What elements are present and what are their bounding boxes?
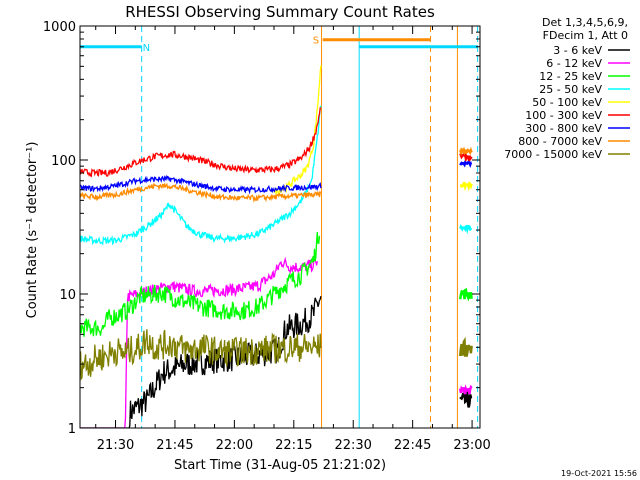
legend-label-5: 50 - 100 keV (532, 96, 602, 109)
legend-label-8: 800 - 7000 keV (518, 135, 602, 148)
series-line-9 (80, 329, 322, 381)
series-line-6-late (459, 152, 473, 164)
legend-label-9: 7000 - 15000 keV (504, 148, 602, 161)
flag-marker-S: S (313, 36, 319, 47)
legend-label-2: 6 - 12 keV (546, 57, 602, 70)
legend-label-4: 25 - 50 keV (539, 83, 602, 96)
series-line-6 (80, 107, 322, 178)
series-line-4-late (459, 224, 473, 235)
series-line-3-late (458, 287, 473, 302)
chart-title: RHESSI Observing Summary Count Rates (125, 3, 435, 21)
x-tick-label-0: 21:30 (97, 438, 134, 453)
series-line-7-late (459, 160, 473, 168)
legend-header-0: Det 1,3,4,5,6,9, (542, 16, 628, 29)
series-line-8-late (459, 146, 473, 157)
series-line-5-late (459, 181, 473, 192)
series-line-8 (80, 182, 322, 203)
plot-area: NS (80, 26, 479, 428)
x-tick-label-5: 22:45 (394, 438, 431, 453)
series-line-2 (80, 256, 318, 428)
series-line-3 (80, 232, 321, 337)
plot-frame (79, 25, 481, 429)
series-line-1-late (459, 391, 473, 408)
legend-label-7: 300 - 800 keV (525, 122, 602, 135)
legend: Det 1,3,4,5,6,9,FDecim 1, Att 0 3 - 6 keV… (504, 16, 630, 161)
x-tick-label-4: 22:30 (334, 438, 371, 453)
legend-label-6: 100 - 300 keV (525, 109, 602, 122)
y-tick-label-2: 100 (51, 154, 76, 169)
x-tick-label-3: 22:15 (275, 438, 312, 453)
legend-label-3: 12 - 25 keV (539, 70, 602, 83)
series-line-4 (80, 105, 322, 246)
x-tick-label-2: 22:00 (216, 438, 253, 453)
y-tick-label-1: 10 (59, 288, 76, 303)
y-tick-label-0: 1 (68, 422, 76, 437)
flag-marker-N: N (143, 43, 150, 54)
x-tick-label-1: 21:45 (156, 438, 193, 453)
x-axis: 21:30 21:45 22:00 22:15 22:30 22:45 23:00 (95, 26, 491, 453)
legend-header-1: FDecim 1, Att 0 (543, 29, 628, 42)
x-axis-label: Start Time (31-Aug-05 21:21:02) (174, 458, 386, 473)
timestamp: 19-Oct-2021 15:56 (561, 469, 637, 478)
series-line-9-late (458, 336, 473, 357)
series-line-7 (80, 174, 322, 195)
legend-label-1: 3 - 6 keV (553, 44, 602, 57)
x-tick-label-6: 23:00 (453, 438, 490, 453)
series-line-2-late (458, 384, 473, 395)
y-axis: 1 10 100 1000 (43, 20, 480, 437)
y-tick-label-3: 1000 (43, 20, 76, 35)
y-axis-label: Count Rate (s⁻¹ detector⁻¹) (25, 142, 40, 319)
